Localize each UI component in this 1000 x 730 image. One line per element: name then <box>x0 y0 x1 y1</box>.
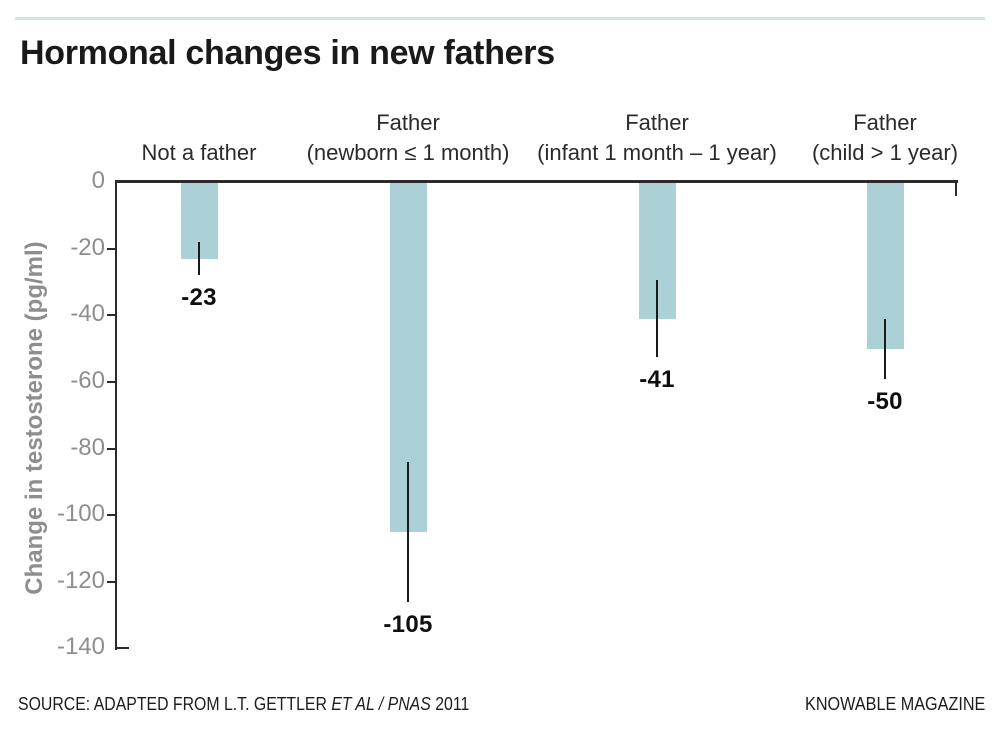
value-label: -23 <box>181 284 217 312</box>
zero-baseline <box>115 180 958 183</box>
y-tick-mark <box>107 580 115 583</box>
value-label: -50 <box>867 387 903 415</box>
category-label-line: Father <box>376 110 440 135</box>
y-tick-label: -100 <box>56 500 105 528</box>
y-tick-mark <box>107 314 115 317</box>
category-label: Father (child > 1 year) <box>745 108 1000 168</box>
y-tick-label: -60 <box>70 366 105 394</box>
y-tick-mark <box>107 247 115 250</box>
y-tick-label: -140 <box>56 633 105 661</box>
y-tick-mark <box>107 380 115 383</box>
category-label-line: Not a father <box>141 140 257 165</box>
category-label-line: Father <box>625 110 689 135</box>
source-text: SOURCE: ADAPTED FROM L.T. GETTLER <box>18 694 332 714</box>
y-axis-line <box>115 180 117 650</box>
source-note: SOURCE: ADAPTED FROM L.T. GETTLER ET AL … <box>18 693 469 715</box>
source-year: 2011 <box>430 694 470 714</box>
category-label-line: Father <box>853 110 917 135</box>
axis-right-cap <box>955 180 957 196</box>
error-bar <box>884 318 886 379</box>
y-tick-label: -120 <box>56 566 105 594</box>
y-tick-label: -80 <box>70 433 105 461</box>
source-citation-italic: ET AL / PNAS <box>331 694 431 714</box>
category-label: Father (infant 1 month – 1 year) <box>517 108 797 168</box>
value-label: -41 <box>639 365 675 393</box>
y-axis-title: Change in testosterone (pg/ml) <box>21 241 48 595</box>
error-bar <box>198 241 200 276</box>
y-tick-label: 0 <box>91 167 105 194</box>
y-tick-label: -20 <box>70 233 105 261</box>
page-title: Hormonal changes in new fathers <box>20 34 555 72</box>
error-bar <box>656 280 658 357</box>
top-accent-rule <box>15 17 985 20</box>
y-tick-label: -40 <box>70 300 105 328</box>
y-tick-mark <box>107 447 115 450</box>
category-label-line: (newborn ≤ 1 month) <box>306 140 510 165</box>
error-bar <box>407 461 409 602</box>
category-label-line: (infant 1 month – 1 year) <box>537 140 777 165</box>
category-label: Father (newborn ≤ 1 month) <box>268 108 548 168</box>
category-label-line: (child > 1 year) <box>811 140 959 165</box>
axis-bottom-cap <box>115 647 129 649</box>
publisher-credit: KNOWABLE MAGAZINE <box>804 694 985 714</box>
value-label: -105 <box>383 610 433 638</box>
y-tick-mark <box>107 514 115 517</box>
category-label: Not a father <box>59 138 339 168</box>
